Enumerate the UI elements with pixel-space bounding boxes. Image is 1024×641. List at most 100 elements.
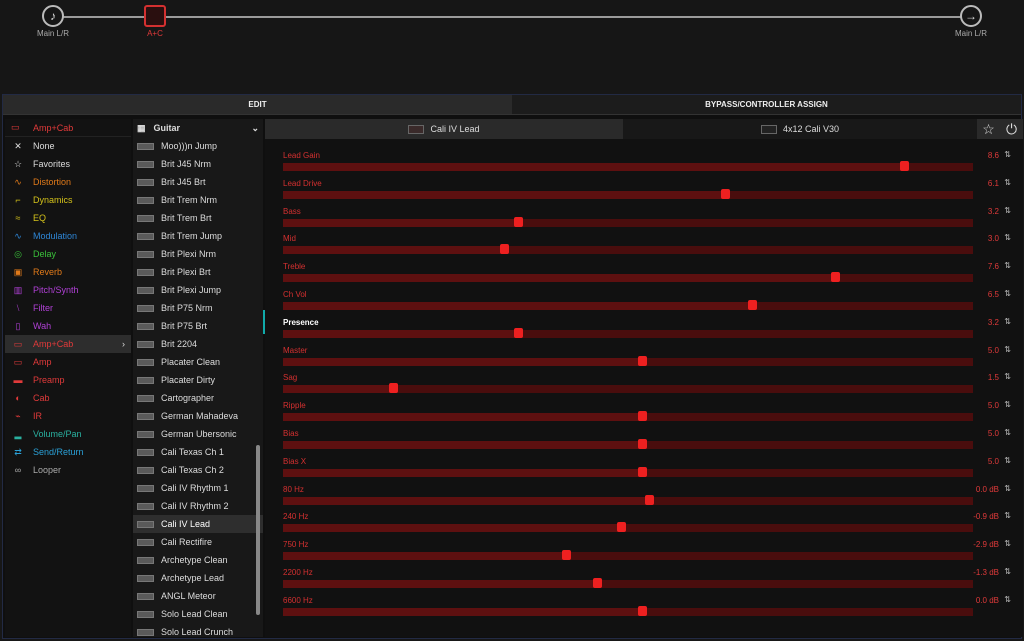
model-item[interactable]: Solo Lead Crunch — [133, 623, 263, 637]
model-item[interactable]: Brit Plexi Jump — [133, 281, 263, 299]
model-item[interactable]: Solo Lead Clean — [133, 605, 263, 623]
param-slider-handle[interactable] — [637, 355, 647, 366]
up-down-arrows-icon[interactable]: ⇅ — [1004, 428, 1011, 437]
param-slider-handle[interactable] — [720, 188, 730, 199]
param-slider-handle[interactable] — [561, 550, 571, 561]
param-row[interactable]: 240 Hz -0.9 dB ⇅ — [283, 511, 1023, 538]
up-down-arrows-icon[interactable]: ⇅ — [1004, 316, 1011, 326]
category-item[interactable]: ▬ Preamp — [5, 371, 131, 389]
up-down-arrows-icon[interactable]: ⇅ — [1004, 177, 1011, 187]
category-item[interactable]: ⌐ Dynamics — [5, 191, 131, 209]
model-item[interactable]: Cartographer — [133, 389, 263, 407]
category-item[interactable]: ≈ EQ — [5, 209, 131, 227]
tab-amp-model[interactable]: Cali IV Lead — [265, 119, 623, 139]
model-item[interactable]: Cali IV Lead — [133, 515, 263, 533]
model-item[interactable]: Moo)))n Jump — [133, 137, 263, 155]
param-slider-track[interactable] — [283, 385, 973, 394]
param-row[interactable]: Ripple 5.0 ⇅ — [283, 400, 1023, 427]
param-row[interactable]: Master 5.0 ⇅ — [283, 344, 1023, 372]
model-item[interactable]: Cali Rectifire — [133, 533, 263, 551]
param-slider-handle[interactable] — [513, 327, 523, 338]
category-item[interactable]: ⇄ Send/Return — [5, 443, 131, 461]
model-item[interactable]: ANGL Meteor — [133, 587, 263, 605]
param-row[interactable]: 6600 Hz 0.0 dB ⇅ — [283, 595, 1023, 622]
param-slider-track[interactable] — [283, 524, 973, 533]
param-row[interactable]: Ch Vol 6.5 ⇅ — [283, 289, 1023, 316]
model-item[interactable]: Brit Trem Brt — [133, 209, 263, 227]
model-item[interactable]: Brit Plexi Nrm — [133, 245, 263, 263]
param-row[interactable]: 750 Hz -2.9 dB ⇅ — [283, 539, 1023, 566]
category-item[interactable]: ▯ Wah — [5, 317, 131, 335]
param-slider-handle[interactable] — [637, 466, 647, 477]
category-item[interactable]: ▂ Volume/Pan — [5, 425, 131, 443]
param-row[interactable]: Treble 7.6 ⇅ — [283, 261, 1023, 288]
category-item[interactable]: ⧵ Filter — [5, 299, 131, 317]
input-node[interactable]: ♪ Main L/R — [33, 5, 73, 38]
param-slider-handle[interactable] — [831, 272, 840, 283]
ampcab-block[interactable]: A+C — [135, 5, 175, 38]
param-row[interactable]: Lead Gain 8.6 ⇅ — [283, 150, 1023, 177]
category-item[interactable]: ▥ Pitch/Synth — [5, 281, 131, 299]
param-slider-handle[interactable] — [644, 494, 654, 505]
param-slider-handle[interactable] — [617, 522, 627, 533]
param-slider-handle[interactable] — [499, 244, 509, 255]
up-down-arrows-icon[interactable]: ⇅ — [1004, 567, 1011, 576]
up-down-arrows-icon[interactable]: ⇅ — [1004, 289, 1011, 298]
up-down-arrows-icon[interactable]: ⇅ — [1004, 150, 1011, 159]
tab-edit[interactable]: EDIT — [3, 95, 512, 115]
category-item[interactable]: ▭ Amp+Cab › — [5, 335, 131, 353]
up-down-arrows-icon[interactable]: ⇅ — [1004, 483, 1011, 493]
favorite-star-icon[interactable]: ☆ — [977, 119, 1000, 139]
tab-cab-model[interactable]: 4x12 Cali V30 — [623, 119, 977, 139]
param-slider-track[interactable] — [283, 552, 973, 561]
up-down-arrows-icon[interactable]: ⇅ — [1004, 455, 1011, 465]
model-item[interactable]: Brit 2204 — [133, 335, 263, 353]
param-slider-track[interactable] — [283, 218, 973, 227]
up-down-arrows-icon[interactable]: ⇅ — [1004, 233, 1011, 243]
up-down-arrows-icon[interactable]: ⇅ — [1004, 372, 1011, 382]
param-row[interactable]: 80 Hz 0.0 dB ⇅ — [283, 483, 1023, 511]
param-row[interactable]: Lead Drive 6.1 ⇅ — [283, 177, 1023, 205]
category-item[interactable]: ◐ Cab — [5, 389, 131, 407]
up-down-arrows-icon[interactable]: ⇅ — [1004, 205, 1011, 215]
param-slider-track[interactable] — [283, 246, 973, 255]
model-item[interactable]: Placater Dirty — [133, 371, 263, 389]
model-item[interactable]: Placater Clean — [133, 353, 263, 371]
up-down-arrows-icon[interactable]: ⇅ — [1004, 511, 1011, 521]
model-item[interactable]: Brit Trem Nrm — [133, 191, 263, 209]
model-item[interactable]: Archetype Lead — [133, 569, 263, 587]
model-header[interactable]: ▦ Guitar ⌄ — [133, 119, 263, 137]
model-item[interactable]: Cali Texas Ch 1 — [133, 443, 263, 461]
model-item[interactable]: German Ubersonic — [133, 425, 263, 443]
model-item[interactable]: German Mahadeva — [133, 407, 263, 425]
model-item[interactable]: Archetype Clean — [133, 551, 263, 569]
category-item[interactable]: ⌁ IR — [5, 407, 131, 425]
param-row[interactable]: Presence 3.2 ⇅ — [283, 316, 1023, 344]
param-slider-handle[interactable] — [389, 383, 399, 394]
model-item[interactable]: Brit Trem Jump — [133, 227, 263, 245]
param-slider-handle[interactable] — [637, 411, 647, 422]
model-item[interactable]: Brit Plexi Brt — [133, 263, 263, 281]
category-item[interactable]: ∞ Looper — [5, 461, 131, 479]
category-item[interactable]: ∿ Distortion — [5, 173, 131, 191]
up-down-arrows-icon[interactable]: ⇅ — [1004, 261, 1011, 271]
output-node[interactable]: → Main L/R — [951, 5, 991, 38]
param-row[interactable]: Mid 3.0 ⇅ — [283, 233, 1023, 260]
model-item[interactable]: Brit J45 Brt — [133, 173, 263, 191]
param-row[interactable]: 2200 Hz -1.3 dB ⇅ — [283, 567, 1023, 594]
category-item[interactable]: ▣ Reverb — [5, 263, 131, 281]
param-slider-track[interactable] — [283, 580, 973, 588]
up-down-arrows-icon[interactable]: ⇅ — [1004, 539, 1011, 549]
model-item[interactable]: Cali Texas Ch 2 — [133, 461, 263, 479]
category-item[interactable]: ◎ Delay — [5, 245, 131, 263]
param-slider-handle[interactable] — [592, 578, 602, 588]
up-down-arrows-icon[interactable]: ⇅ — [1004, 400, 1011, 410]
param-slider-handle[interactable] — [748, 300, 758, 310]
param-row[interactable]: Bias 5.0 ⇅ — [283, 428, 1023, 455]
up-down-arrows-icon[interactable]: ⇅ — [1004, 344, 1011, 354]
power-icon[interactable]: ⏻ — [1000, 119, 1023, 139]
category-item[interactable]: ▭ Amp — [5, 353, 131, 371]
category-item[interactable]: ✕ None — [5, 137, 131, 155]
param-row[interactable]: Bias X 5.0 ⇅ — [283, 455, 1023, 483]
param-slider-handle[interactable] — [637, 605, 647, 616]
